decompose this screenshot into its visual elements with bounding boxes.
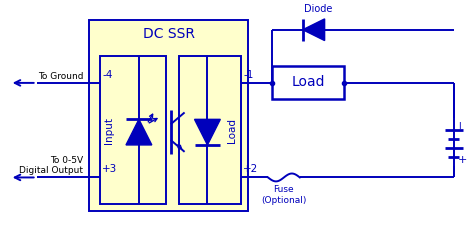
Text: -4: -4 — [102, 70, 112, 80]
Polygon shape — [126, 119, 152, 145]
Text: Diode: Diode — [304, 4, 333, 14]
Text: To 0-5V
Digital Output: To 0-5V Digital Output — [19, 156, 83, 175]
Bar — [179, 56, 241, 204]
Text: To Ground: To Ground — [38, 72, 83, 81]
Text: -1: -1 — [243, 70, 254, 80]
Text: I: I — [458, 122, 460, 131]
Text: DC SSR: DC SSR — [143, 27, 195, 41]
Polygon shape — [303, 19, 325, 41]
Polygon shape — [194, 119, 220, 145]
Text: Load: Load — [227, 118, 237, 143]
Text: +2: +2 — [243, 164, 258, 175]
Text: Input: Input — [104, 117, 114, 144]
Text: +3: +3 — [102, 164, 118, 175]
Text: +: + — [458, 155, 467, 165]
Bar — [100, 56, 166, 204]
Text: Load: Load — [292, 75, 325, 89]
Bar — [272, 66, 345, 99]
Text: Fuse
(Optional): Fuse (Optional) — [261, 185, 307, 205]
Bar — [89, 20, 248, 211]
